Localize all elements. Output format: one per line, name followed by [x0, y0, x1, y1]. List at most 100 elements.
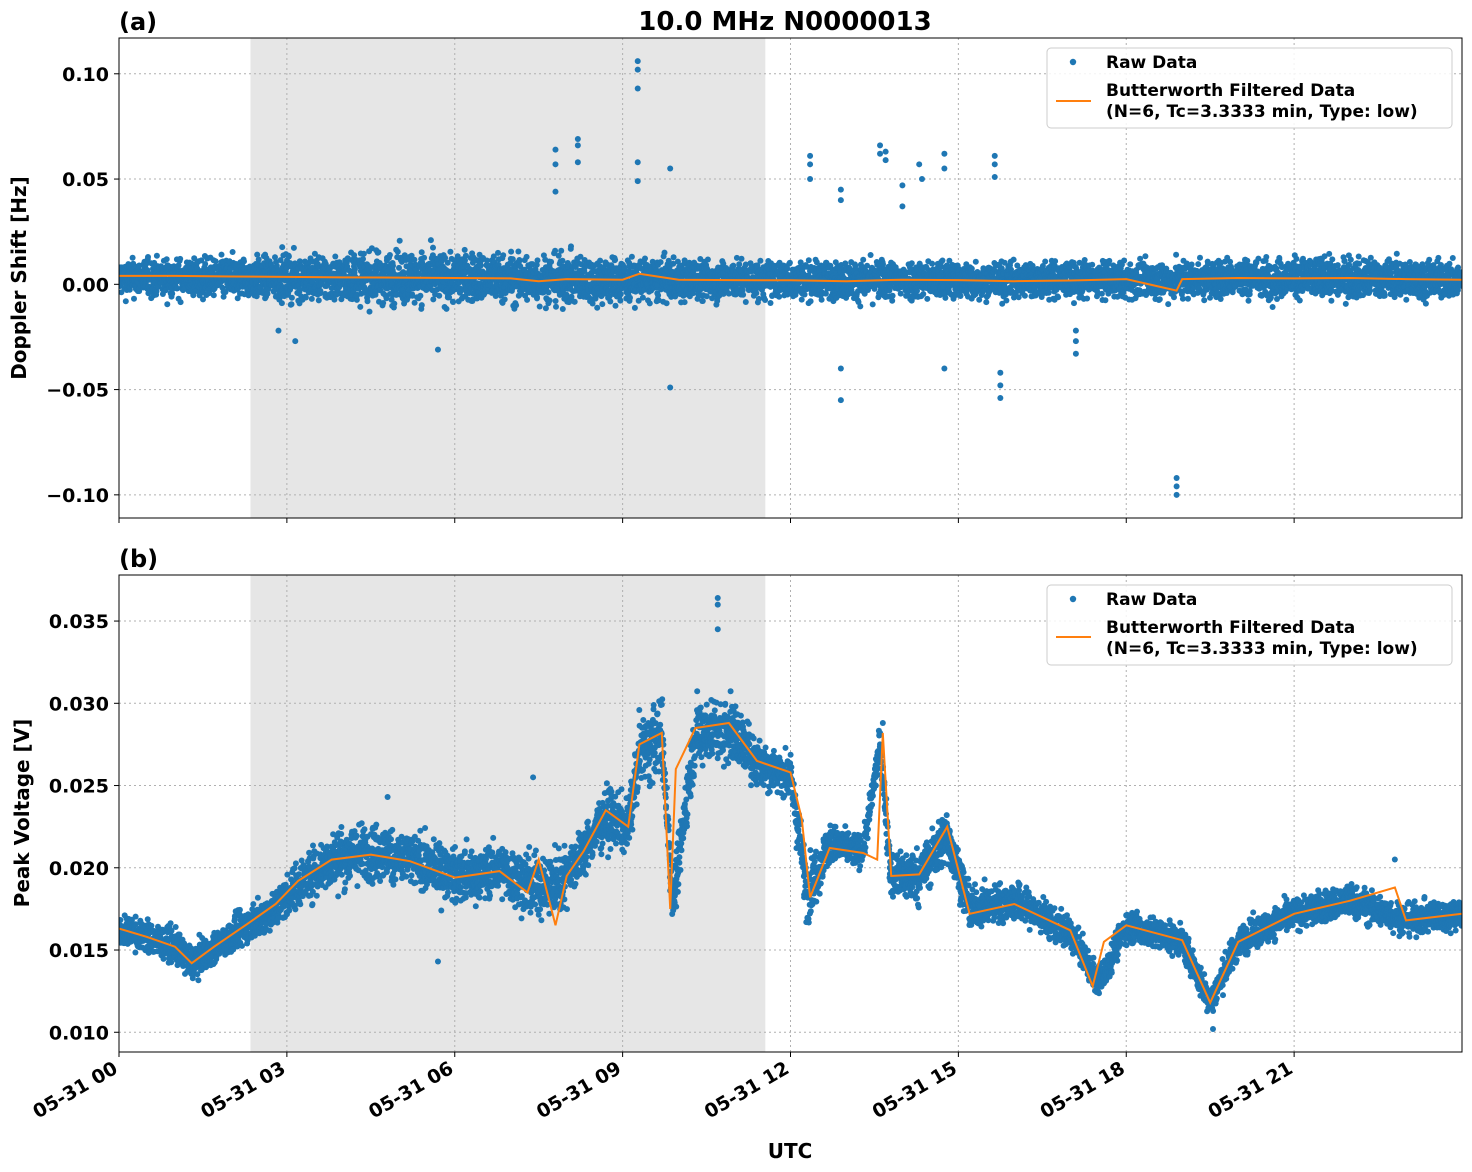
raw-point [279, 244, 286, 251]
raw-point [534, 294, 540, 300]
raw-point [129, 254, 136, 261]
raw-point [784, 265, 791, 272]
raw-point [461, 246, 468, 253]
raw-point [805, 257, 812, 264]
raw-point [864, 262, 871, 269]
raw-point [546, 297, 553, 304]
raw-point [920, 291, 927, 297]
raw-point [1010, 256, 1017, 263]
raw-point [454, 253, 461, 260]
raw-point [908, 260, 915, 267]
raw-point [639, 294, 646, 301]
raw-point [597, 257, 604, 264]
raw-point [436, 292, 443, 299]
raw-point [762, 297, 769, 303]
raw-point [929, 260, 936, 267]
raw-point [386, 252, 393, 258]
raw-point [869, 301, 876, 308]
raw-point [599, 301, 606, 308]
raw-point [832, 259, 839, 266]
plot-area-doppler-shift: −0.10−0.050.000.050.10 [46, 37, 1463, 523]
raw-point [153, 288, 160, 295]
raw-point [818, 296, 825, 303]
raw-point [703, 293, 710, 300]
raw-point [594, 304, 601, 311]
raw-point [1071, 300, 1077, 307]
raw-point [490, 253, 497, 260]
raw-point [427, 237, 434, 244]
raw-point [730, 262, 737, 269]
raw-point [222, 289, 229, 295]
raw-point [380, 300, 387, 306]
raw-point [627, 294, 633, 301]
raw-point [317, 287, 324, 294]
raw-point [672, 293, 679, 300]
raw-point [972, 258, 979, 265]
raw-point [164, 301, 171, 308]
raw-point [740, 291, 747, 298]
raw-point [957, 293, 964, 299]
raw-point [309, 279, 316, 286]
raw-point [939, 257, 946, 264]
raw-point [288, 301, 295, 308]
raw-point [607, 298, 614, 305]
raw-point [353, 296, 360, 303]
raw-point [351, 252, 358, 259]
raw-point [450, 299, 457, 305]
raw-point [331, 296, 338, 303]
raw-point [122, 298, 129, 305]
raw-point [411, 256, 418, 263]
raw-point [632, 288, 639, 295]
raw-point [220, 293, 227, 300]
raw-point [495, 249, 501, 256]
raw-point [277, 277, 284, 284]
raw-point [190, 292, 197, 299]
raw-point [857, 303, 864, 310]
raw-point [1084, 295, 1091, 302]
raw-point [552, 247, 559, 254]
raw-point [153, 252, 160, 259]
raw-point [210, 292, 217, 299]
raw-point [725, 290, 732, 297]
raw-point [500, 252, 507, 259]
raw-point [646, 300, 653, 307]
raw-point [822, 290, 829, 297]
raw-point [515, 248, 522, 255]
raw-point [421, 254, 428, 261]
raw-point [738, 255, 745, 262]
raw-point [360, 256, 366, 262]
raw-point [548, 258, 555, 265]
raw-point [391, 300, 398, 307]
raw-point [174, 285, 180, 292]
raw-point [558, 247, 565, 254]
raw-point [131, 295, 137, 302]
raw-point [1055, 294, 1062, 301]
raw-point [396, 264, 402, 271]
raw-point [617, 291, 624, 298]
raw-point [776, 293, 783, 300]
raw-point [617, 297, 624, 304]
raw-point [1121, 257, 1128, 264]
raw-point [278, 300, 285, 307]
raw-point [315, 297, 322, 304]
raw-point [786, 259, 793, 266]
raw-point [366, 308, 373, 315]
raw-point [739, 287, 746, 294]
raw-point [542, 305, 549, 312]
raw-point [612, 302, 619, 309]
raw-point [661, 249, 668, 256]
raw-point [807, 298, 814, 305]
raw-point [559, 257, 566, 264]
raw-point [516, 257, 523, 263]
raw-point [394, 248, 401, 255]
raw-point [430, 244, 436, 251]
raw-point [311, 250, 318, 257]
raw-point [417, 292, 424, 299]
raw-point [697, 286, 704, 293]
raw-point [385, 267, 392, 274]
raw-point [757, 257, 764, 264]
raw-point [681, 299, 688, 306]
raw-point [396, 237, 403, 244]
raw-point [801, 291, 808, 298]
raw-point [495, 261, 502, 268]
